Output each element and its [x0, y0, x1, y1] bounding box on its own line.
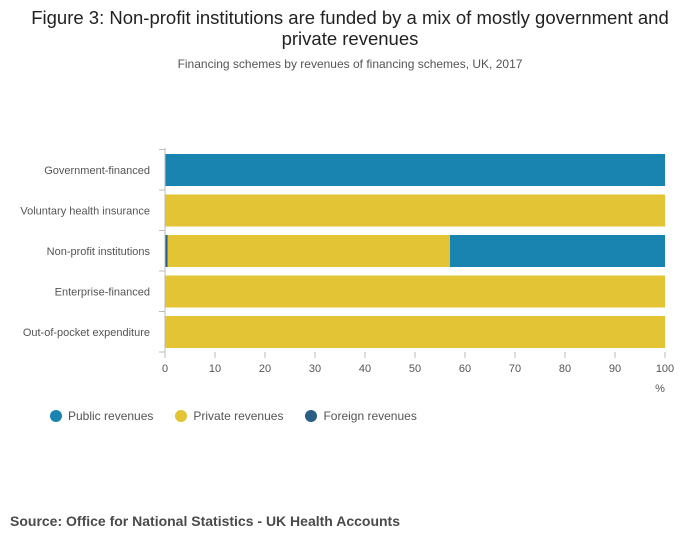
chart-title: Figure 3: Non-profit institutions are fu…: [31, 7, 669, 49]
legend-swatch-public: [50, 410, 62, 422]
legend-item-private[interactable]: Private revenues: [175, 409, 283, 423]
legend-swatch-private: [175, 410, 188, 422]
legend: Public revenues Private revenues Foreign…: [50, 409, 417, 423]
category-label: Non-profit institutions: [47, 246, 151, 258]
bar-private-revenues-1[interactable]: [165, 194, 665, 227]
legend-label-public: Public revenues: [68, 409, 154, 423]
bar-foreign-revenues-2[interactable]: [165, 235, 168, 267]
legend-swatch-foreign: [305, 410, 318, 422]
bar-chart: Government-financed Voluntary health insu…: [20, 148, 674, 395]
legend-label-foreign: Foreign revenues: [323, 409, 417, 423]
x-tick-label: 90: [609, 363, 621, 375]
bars-group: [165, 154, 665, 348]
category-label: Enterprise-financed: [55, 287, 150, 299]
category-label: Out-of-pocket expenditure: [23, 327, 150, 339]
x-tick-label: 50: [409, 363, 421, 375]
bar-private-revenues-2[interactable]: [167, 235, 451, 267]
x-tick-label: 80: [559, 363, 571, 375]
x-tick-label: 0: [162, 363, 168, 375]
legend-item-foreign[interactable]: Foreign revenues: [305, 409, 417, 423]
x-axis: 0 10 20 30 40 50 60 70 80 90 100%: [159, 148, 674, 395]
x-tick-label: 20: [259, 363, 271, 375]
category-labels: Government-financed Voluntary health insu…: [20, 165, 150, 339]
legend-label-private: Private revenues: [193, 409, 284, 423]
category-label: Voluntary health insurance: [20, 206, 150, 218]
bar-private-revenues-3[interactable]: [165, 275, 665, 308]
bar-public-revenues-0[interactable]: [165, 154, 665, 186]
x-axis-label: %: [655, 383, 665, 395]
x-tick-label: 100: [656, 363, 674, 375]
source-note: Source: Office for National Statistics -…: [10, 513, 400, 529]
legend-item-public[interactable]: Public revenues: [50, 409, 153, 423]
x-tick-label: 10: [209, 363, 221, 375]
bar-private-revenues-4[interactable]: [165, 316, 665, 348]
category-label: Government-financed: [44, 165, 150, 177]
x-tick-label: 70: [509, 363, 521, 375]
x-tick-label: 40: [359, 363, 371, 375]
x-tick-label: 60: [459, 363, 471, 375]
chart-subtitle: Financing schemes by revenues of financi…: [177, 57, 523, 71]
x-tick-label: 30: [309, 363, 321, 375]
bar-public-revenues-2[interactable]: [450, 235, 665, 267]
